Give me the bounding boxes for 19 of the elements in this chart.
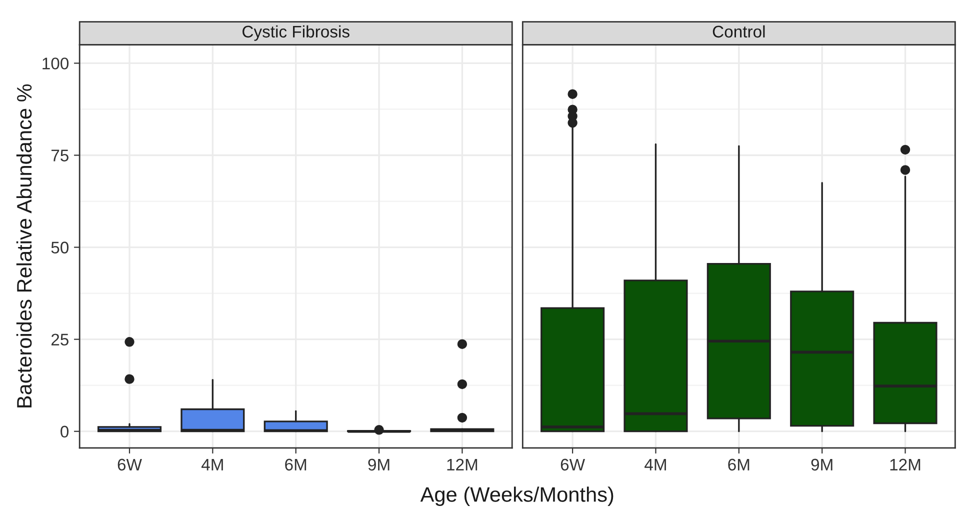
x-tick-label: 12M: [890, 458, 920, 470]
x-tick-label: 6W: [118, 458, 142, 471]
y-tick-label: 100: [42, 58, 69, 70]
x-tick-label: 6M: [728, 458, 750, 471]
x-axis-title: Age (Weeks/Months): [420, 486, 614, 506]
x-tick-label: 12M: [447, 458, 478, 470]
y-tick-label: 0: [60, 426, 69, 438]
x-tick-label: 9M: [368, 458, 390, 471]
x-tick-label: 4M: [201, 458, 223, 470]
x-tick-label: 6M: [285, 458, 306, 471]
y-tick-label: 75: [52, 150, 68, 162]
y-tick-label: 50: [51, 242, 69, 254]
x-tick-label: 9M: [811, 458, 832, 471]
y-axis-title: Bacteroides Relative Abundance %: [16, 84, 32, 408]
chart-title: Cystic Fibrosis: [242, 25, 350, 41]
y-tick-label: 25: [51, 334, 68, 346]
x-tick-label: 6W: [560, 458, 586, 471]
chart-title: Control: [712, 25, 765, 38]
x-tick-label: 4M: [644, 458, 666, 470]
